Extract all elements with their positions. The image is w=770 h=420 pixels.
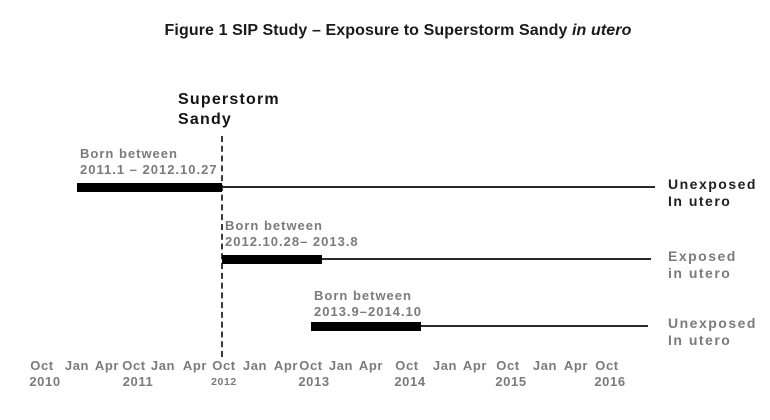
axis-year-label: 2011	[122, 374, 154, 389]
axis-year-label: 2010	[29, 374, 61, 389]
axis-year-label: 2014	[394, 374, 426, 389]
axis-month-label: Jan	[532, 358, 558, 373]
axis-month-label: Jan	[64, 358, 90, 373]
exposure-period-bar	[222, 254, 322, 264]
exposure-group-line2: In utero	[668, 332, 732, 348]
exposure-group-line1: Unexposed	[668, 315, 757, 331]
born-between-line1: Born between	[314, 288, 412, 303]
axis-month-label: Oct	[395, 358, 419, 373]
born-between-label: Born between 2013.9–2014.10	[314, 288, 422, 319]
axis-month-label: Jan	[432, 358, 458, 373]
exposure-group-label: Unexposed In utero	[668, 176, 757, 210]
axis-month-label: Apr	[182, 358, 208, 373]
axis-month-label: Apr	[462, 358, 488, 373]
axis-month-label: Oct	[595, 358, 619, 373]
axis-year-label: 2015	[495, 374, 527, 389]
exposure-group-line2: in utero	[668, 265, 732, 281]
born-between-line1: Born between	[225, 218, 323, 233]
exposure-group-label: Unexposed In utero	[668, 315, 757, 349]
timeline-line	[222, 186, 655, 188]
born-between-line1: Born between	[80, 146, 178, 161]
born-between-dates: 2013.9–2014.10	[314, 303, 422, 319]
axis-month-label: Oct	[299, 358, 323, 373]
axis-month-label: Oct	[30, 358, 54, 373]
axis-month-label: Apr	[358, 358, 384, 373]
exposure-group-line2: In utero	[668, 193, 732, 209]
timeline-line	[322, 258, 651, 260]
axis-month-label: Jan	[150, 358, 176, 373]
sandy-event-dashed-line	[221, 136, 223, 357]
axis-year-label: 2016	[594, 374, 626, 389]
axis-month-label: Apr	[563, 358, 589, 373]
axis-month-label: Apr	[273, 358, 299, 373]
exposure-period-bar	[311, 321, 421, 331]
timeline-line	[421, 325, 648, 327]
axis-month-label: Apr	[94, 358, 120, 373]
axis-year-label: 2013	[298, 374, 330, 389]
born-between-dates: 2012.10.28– 2013.8	[225, 233, 359, 249]
axis-year-label: 2012	[211, 376, 237, 388]
axis-month-label: Oct	[496, 358, 520, 373]
exposure-group-line1: Exposed	[668, 248, 737, 264]
axis-month-label: Jan	[328, 358, 354, 373]
superstorm-sandy-label: Superstorm Sandy	[178, 90, 280, 130]
figure-title: Figure 1 SIP Study – Exposure to Superst…	[0, 22, 770, 40]
axis-month-label: Oct	[122, 358, 146, 373]
exposure-period-bar	[77, 182, 222, 192]
exposure-group-label: Exposed in utero	[668, 248, 737, 282]
axis-month-label: Jan	[242, 358, 268, 373]
superstorm-sandy-line1: Superstorm	[178, 91, 280, 108]
born-between-dates: 2011.1 – 2012.10.27	[80, 161, 218, 177]
figure-title-text: Figure 1 SIP Study – Exposure to Superst…	[164, 22, 572, 39]
superstorm-sandy-line2: Sandy	[178, 111, 233, 128]
born-between-label: Born between 2012.10.28– 2013.8	[225, 218, 359, 249]
exposure-group-line1: Unexposed	[668, 176, 757, 192]
born-between-label: Born between 2011.1 – 2012.10.27	[80, 146, 218, 177]
axis-month-label: Oct	[212, 358, 236, 373]
figure-title-italic: in utero	[572, 22, 632, 39]
